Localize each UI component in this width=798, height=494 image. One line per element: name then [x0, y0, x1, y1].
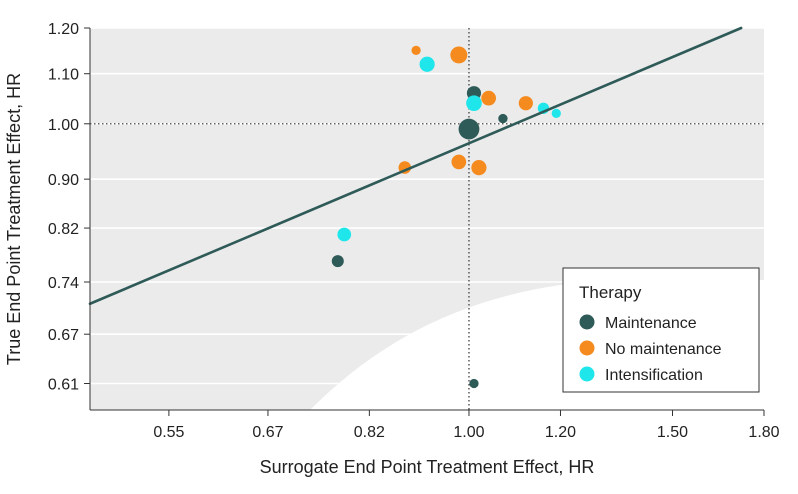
legend-swatch-1 — [579, 340, 595, 356]
point-intensification-0 — [419, 56, 435, 72]
y-tick-label-2: 0.74 — [48, 275, 79, 292]
point-no-maintenance-2 — [481, 90, 497, 106]
point-maintenance-2 — [331, 255, 344, 268]
point-no-maintenance-0 — [450, 46, 468, 64]
point-no-maintenance-1 — [411, 45, 421, 56]
point-maintenance-3 — [498, 113, 508, 124]
y-axis-ticks: 0.61 0.67 0.74 0.82 0.90 1.00 1.10 1.20 — [48, 21, 90, 394]
x-axis-title: Surrogate End Point Treatment Effect, HR — [260, 457, 595, 477]
y-tick-label-3: 0.82 — [48, 221, 79, 238]
x-tick-label-0: 0.55 — [153, 424, 184, 441]
point-intensification-3 — [551, 108, 561, 119]
plot-area — [88, 26, 764, 411]
legend-label-1: No maintenance — [605, 341, 722, 358]
legend-label-0: Maintenance — [605, 315, 697, 332]
legend-swatch-2 — [579, 366, 595, 382]
point-no-maintenance-3 — [518, 96, 533, 111]
x-axis-ticks: 0.55 0.67 0.82 1.00 1.20 1.50 1.80 — [153, 410, 780, 441]
legend-box — [562, 267, 760, 393]
regression-line — [88, 26, 743, 306]
legend-swatch-0 — [579, 314, 595, 330]
y-axis-title: True End Point Treatment Effect, HR — [4, 73, 24, 365]
point-maintenance-0 — [458, 118, 480, 140]
y-tick-label-6: 1.10 — [48, 67, 79, 84]
y-tick-label-7: 1.20 — [48, 21, 79, 38]
x-tick-label-5: 1.50 — [657, 424, 688, 441]
legend: Therapy Maintenance No maintenance Intensi… — [562, 267, 760, 393]
legend-title: Therapy — [579, 283, 642, 302]
point-no-maintenance-5 — [471, 160, 487, 176]
x-tick-label-6: 1.80 — [748, 424, 779, 441]
x-tick-label-3: 1.00 — [453, 424, 484, 441]
legend-label-2: Intensification — [605, 367, 703, 384]
point-intensification-1 — [466, 95, 482, 112]
point-intensification-4 — [337, 227, 352, 242]
y-tick-label-4: 0.90 — [48, 172, 79, 189]
y-tick-label-1: 0.67 — [48, 327, 79, 344]
y-tick-label-0: 0.61 — [48, 377, 79, 394]
x-tick-label-4: 1.20 — [545, 424, 576, 441]
y-tick-label-5: 1.00 — [48, 117, 79, 134]
point-no-maintenance-4 — [451, 154, 467, 170]
legend-entries: Maintenance No maintenance Intensification — [579, 314, 722, 384]
x-tick-label-1: 0.67 — [252, 424, 283, 441]
point-maintenance-4 — [469, 378, 479, 389]
x-tick-label-2: 0.82 — [354, 424, 385, 441]
